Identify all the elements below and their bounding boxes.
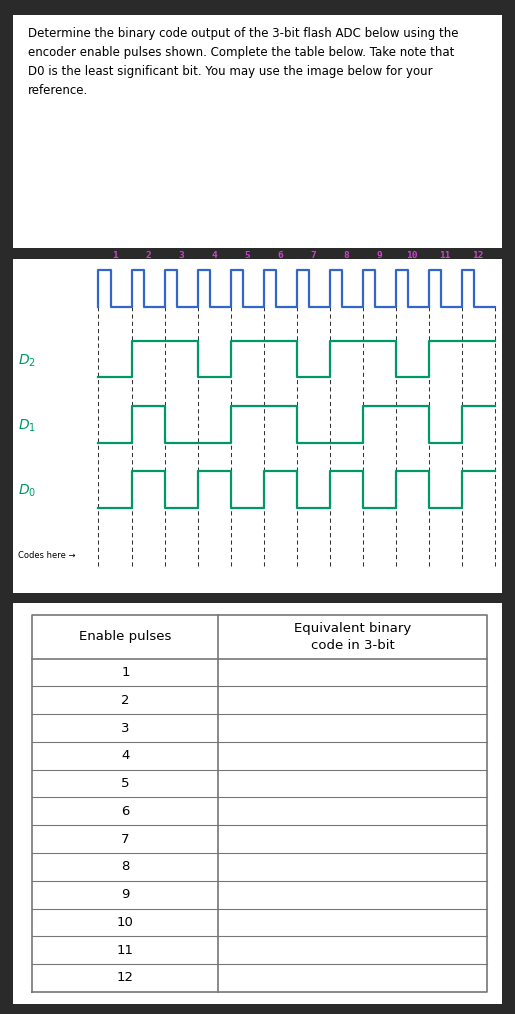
Text: 11: 11 [439,251,451,261]
Text: 4: 4 [121,749,130,763]
Text: Codes here →: Codes here → [18,552,75,560]
Text: 9: 9 [121,888,130,901]
Text: 10: 10 [117,916,134,929]
Text: 5: 5 [121,777,130,790]
Text: 2: 2 [145,251,151,261]
Text: 3: 3 [178,251,184,261]
Text: 12: 12 [117,971,134,985]
Text: $\mathit{D_1}$: $\mathit{D_1}$ [18,418,36,434]
Text: 6: 6 [121,805,130,818]
Text: Enable pulses: Enable pulses [79,631,171,644]
Text: Equivalent binary
code in 3-bit: Equivalent binary code in 3-bit [294,623,411,652]
FancyBboxPatch shape [0,8,515,256]
Text: 7: 7 [310,251,316,261]
Text: 8: 8 [121,861,130,873]
Text: 3: 3 [121,722,130,734]
Text: 2: 2 [121,694,130,707]
FancyBboxPatch shape [3,251,512,600]
Text: 9: 9 [376,251,382,261]
Text: 12: 12 [473,251,484,261]
Text: 5: 5 [244,251,250,261]
Text: 10: 10 [406,251,418,261]
Text: $\mathit{D_0}$: $\mathit{D_0}$ [18,483,36,500]
Text: 4: 4 [211,251,217,261]
Text: 1: 1 [112,251,118,261]
Text: 7: 7 [121,832,130,846]
FancyBboxPatch shape [3,595,512,1012]
Text: $\mathit{D_2}$: $\mathit{D_2}$ [18,353,36,369]
Text: 1: 1 [121,666,130,679]
Text: 8: 8 [344,251,349,261]
Text: 11: 11 [117,944,134,956]
Text: Determine the binary code output of the 3-bit flash ADC below using the
encoder : Determine the binary code output of the … [28,27,458,97]
Text: 6: 6 [277,251,283,261]
